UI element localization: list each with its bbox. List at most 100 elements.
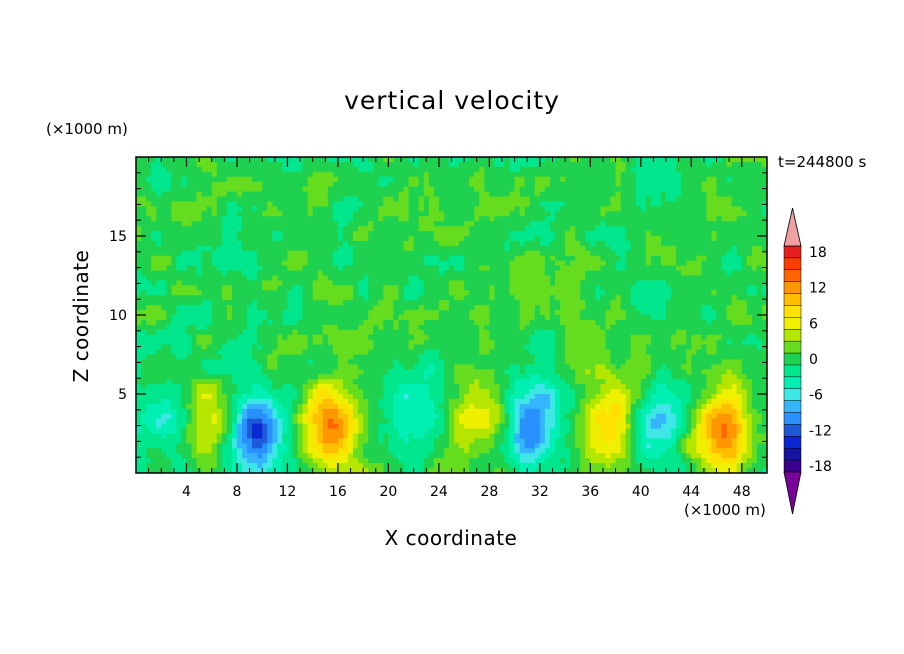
- heatmap-cell: [736, 236, 743, 242]
- heatmap-cell: [428, 349, 435, 356]
- heatmap-cell: [423, 211, 430, 217]
- heatmap-cell: [701, 315, 708, 321]
- heatmap-cell: [206, 216, 213, 222]
- heatmap-cell: [373, 186, 379, 193]
- heatmap-cell: [504, 221, 511, 227]
- heatmap-cell: [216, 310, 223, 316]
- heatmap-cell: [681, 329, 687, 336]
- heatmap-cell: [348, 280, 354, 286]
- heatmap-cell: [741, 285, 748, 291]
- heatmap-cell: [731, 171, 738, 178]
- heatmap-cell: [236, 201, 243, 207]
- heatmap-cell: [353, 231, 359, 237]
- heatmap-cell: [337, 221, 344, 227]
- heatmap-cell: [443, 310, 450, 316]
- heatmap-cell: [428, 245, 435, 252]
- heatmap-cell: [534, 305, 541, 311]
- heatmap-cell: [514, 181, 521, 188]
- heatmap-cell: [635, 250, 642, 257]
- heatmap-cell: [368, 329, 374, 336]
- heatmap-cell: [196, 280, 203, 286]
- heatmap-cell: [353, 315, 359, 321]
- heatmap-cell: [605, 236, 612, 242]
- heatmap-cell: [211, 245, 218, 252]
- heatmap-cell: [544, 186, 551, 193]
- heatmap-cell: [287, 329, 294, 336]
- heatmap-cell: [514, 334, 521, 341]
- heatmap-cell: [706, 240, 713, 247]
- heatmap-cell: [534, 344, 541, 351]
- heatmap-cell: [226, 201, 233, 207]
- heatmap-cell: [761, 221, 767, 227]
- heatmap-cell: [257, 310, 263, 316]
- heatmap-cell: [312, 206, 319, 212]
- heatmap-cell: [746, 285, 753, 291]
- heatmap-cell: [534, 221, 541, 227]
- heatmap-cell: [141, 250, 147, 257]
- heatmap-cell: [327, 344, 334, 351]
- heatmap-cell: [570, 231, 576, 237]
- heatmap-cell: [519, 349, 526, 356]
- heatmap-cell: [454, 166, 460, 173]
- heatmap-cell: [716, 181, 723, 188]
- heatmap-cell: [242, 221, 248, 227]
- heatmap-cell: [529, 191, 536, 198]
- heatmap-cell: [706, 186, 713, 193]
- heatmap-cell: [226, 226, 233, 232]
- heatmap-cell: [327, 319, 334, 326]
- heatmap-cell: [196, 324, 203, 331]
- heatmap-cell: [302, 250, 309, 257]
- heatmap-cell: [731, 260, 738, 267]
- heatmap-cell: [141, 315, 147, 321]
- heatmap-cell: [236, 176, 243, 183]
- heatmap-cell: [418, 295, 425, 301]
- heatmap-cell: [448, 339, 455, 346]
- heatmap-cell: [418, 260, 425, 267]
- heatmap-cell: [570, 181, 576, 188]
- heatmap-cell: [388, 275, 395, 282]
- heatmap-cell: [499, 349, 506, 356]
- heatmap-cell: [454, 334, 460, 341]
- heatmap-cell: [746, 171, 753, 178]
- heatmap-cell: [736, 255, 743, 262]
- heatmap-cell: [327, 211, 334, 217]
- heatmap-cell: [302, 295, 309, 301]
- heatmap-cell: [570, 285, 576, 291]
- heatmap-cell: [504, 344, 511, 351]
- heatmap-cell: [751, 334, 758, 341]
- heatmap-cell: [600, 324, 607, 331]
- heatmap-cell: [302, 181, 309, 188]
- heatmap-cell: [590, 211, 596, 217]
- heatmap-cell: [464, 334, 470, 341]
- heatmap-cell: [686, 171, 692, 178]
- heatmap-cell: [655, 339, 662, 346]
- heatmap-cell: [433, 191, 440, 198]
- heatmap-cell: [358, 344, 364, 351]
- heatmap-cell: [751, 206, 758, 212]
- heatmap-cell: [691, 270, 697, 277]
- heatmap-cell: [575, 201, 581, 207]
- heatmap-cell: [448, 300, 455, 306]
- heatmap-cell: [287, 245, 294, 252]
- heatmap-cell: [206, 319, 213, 326]
- heatmap-cell: [459, 201, 465, 207]
- heatmap-cell: [554, 290, 561, 296]
- heatmap-cell: [681, 265, 687, 272]
- heatmap-cell: [363, 166, 369, 173]
- heatmap-cell: [620, 300, 627, 306]
- heatmap-cell: [322, 334, 329, 341]
- heatmap-cell: [554, 245, 561, 252]
- heatmap-cell: [489, 240, 496, 247]
- heatmap-cell: [378, 260, 384, 267]
- heatmap-cell: [201, 324, 208, 331]
- heatmap-cell: [297, 270, 304, 277]
- heatmap-cell: [585, 285, 591, 291]
- heatmap-cell: [337, 270, 344, 277]
- heatmap-cell: [388, 171, 395, 178]
- heatmap-cell: [373, 295, 379, 301]
- heatmap-cell: [231, 329, 238, 336]
- heatmap-cell: [459, 171, 465, 178]
- heatmap-cell: [141, 231, 147, 237]
- heatmap-cell: [433, 315, 440, 321]
